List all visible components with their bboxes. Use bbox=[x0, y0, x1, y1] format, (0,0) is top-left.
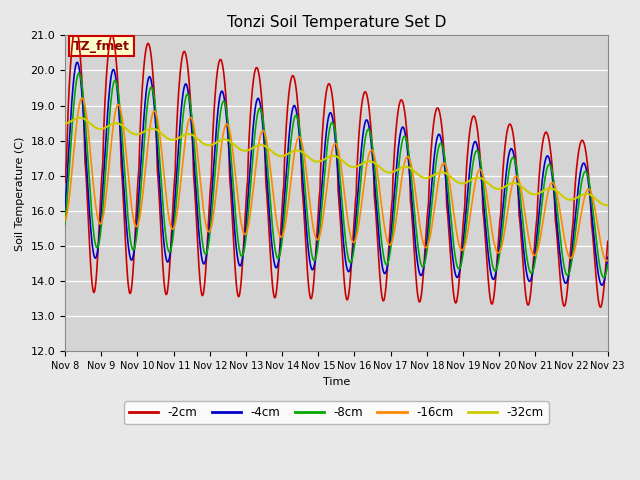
Text: TZ_fmet: TZ_fmet bbox=[73, 39, 130, 52]
X-axis label: Time: Time bbox=[323, 377, 350, 386]
Title: Tonzi Soil Temperature Set D: Tonzi Soil Temperature Set D bbox=[227, 15, 446, 30]
Legend: -2cm, -4cm, -8cm, -16cm, -32cm: -2cm, -4cm, -8cm, -16cm, -32cm bbox=[124, 401, 548, 424]
Y-axis label: Soil Temperature (C): Soil Temperature (C) bbox=[15, 136, 25, 251]
